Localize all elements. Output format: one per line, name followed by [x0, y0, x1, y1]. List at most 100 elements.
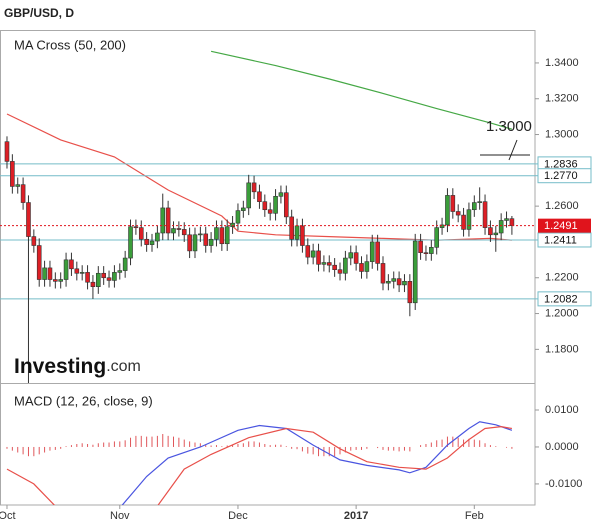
candle-body [246, 182, 251, 209]
candle-body [359, 263, 364, 272]
candle-body [267, 209, 273, 214]
last-price-box [538, 218, 591, 233]
candle-body [4, 141, 10, 162]
level-label: 1.2082 [544, 293, 578, 305]
level-label-box [537, 232, 592, 248]
candle-body [477, 201, 482, 203]
candle-body [31, 236, 37, 246]
candle-body [53, 279, 58, 282]
candle-body [455, 211, 461, 216]
candle-body [224, 226, 230, 245]
candle-body [160, 207, 166, 234]
x-tick-label: Nov [110, 510, 130, 522]
y-tick-label: 1.1800 [545, 343, 579, 355]
candle-body [106, 277, 112, 281]
candle-body [294, 225, 300, 240]
candle-body [187, 234, 192, 252]
candle-body [504, 218, 509, 221]
candle-body [155, 232, 160, 242]
level-label-box [537, 291, 592, 307]
candle-body [402, 281, 407, 286]
x-tick-label: Dec [228, 510, 248, 522]
x-tick-label: Feb [465, 510, 484, 522]
candle-body [214, 227, 219, 240]
indicator-label: MA Cross (50, 200) [14, 37, 126, 52]
y-tick-label: 1.3400 [545, 57, 579, 69]
candle-body [165, 207, 171, 234]
candle-body [122, 257, 128, 271]
level-label-box [537, 168, 592, 184]
candle-body [112, 272, 117, 281]
candle-body [42, 267, 47, 280]
candle-body [380, 263, 386, 284]
x-tick-label: Oct [0, 510, 16, 522]
candle-body [289, 216, 294, 240]
candle-body [445, 195, 450, 226]
candle-body [79, 272, 85, 274]
candle-body [63, 259, 69, 280]
annotation: 1.3000 [486, 118, 532, 135]
candle-body [396, 278, 402, 286]
candle-body [461, 214, 466, 230]
watermark-suffix: .com [106, 358, 141, 375]
candle-body [326, 262, 332, 266]
level-label: 1.2770 [544, 170, 578, 182]
candle-body [375, 241, 380, 264]
candle-body [128, 226, 133, 259]
chart-title: GBP/USD, D [4, 6, 74, 20]
candle-body [90, 281, 96, 287]
candle-body [192, 234, 198, 252]
candle-body [412, 240, 418, 304]
y-tick-label: 1.2000 [545, 307, 579, 319]
level-label: 1.2836 [544, 158, 578, 170]
candle-body [348, 252, 354, 259]
candle-body [434, 227, 440, 248]
candle-body [241, 207, 246, 211]
y-tick-label: 1.2600 [545, 200, 579, 212]
macd-line [6, 425, 513, 505]
candle-body [284, 192, 289, 218]
candle-body [305, 245, 311, 258]
x-tick-label: 2017 [344, 510, 368, 522]
candle-body [439, 224, 445, 228]
candle-body [310, 250, 316, 258]
candle-body [20, 184, 26, 203]
candle-body [144, 238, 149, 245]
candle-body [316, 250, 321, 265]
candle-body [369, 241, 375, 262]
candle-body [58, 279, 63, 282]
candle-body [262, 201, 268, 211]
candle-body [36, 245, 42, 280]
last-price-label: 1.2491 [544, 220, 578, 232]
candle-body [407, 281, 413, 304]
candle-body [101, 272, 106, 279]
candle-body [176, 228, 182, 230]
candle-body [149, 240, 155, 245]
candle-body [257, 191, 262, 202]
candle-body [230, 222, 235, 228]
macd-panel [6, 421, 513, 505]
indicator-label: MACD (12, 26, close, 9) [14, 393, 153, 408]
plot-frame [0, 30, 536, 506]
candle-body [386, 281, 391, 284]
candle-body [181, 229, 187, 236]
candle-body [251, 182, 257, 193]
y-tick-label: 1.3000 [545, 128, 579, 140]
candle-body [321, 262, 327, 265]
candle-body [423, 252, 429, 254]
candle-body [69, 259, 74, 270]
y-tick-label: 1.2200 [545, 272, 579, 284]
candle-body [482, 201, 488, 228]
candle-body [203, 233, 209, 246]
candle-body [47, 267, 53, 280]
candle-body [418, 240, 423, 253]
axes: 1.1800 1.2000 1.2200 1.2600 1.3000 1.3200 1.34… [0, 57, 592, 522]
candle-body [95, 272, 101, 287]
candle-body [26, 202, 31, 237]
candle-body [171, 228, 176, 234]
candle-body [332, 264, 337, 270]
candle-body [343, 257, 348, 274]
candle-body [300, 225, 305, 246]
candle-body [429, 247, 434, 254]
y-tick-label: 0.0000 [545, 441, 579, 453]
